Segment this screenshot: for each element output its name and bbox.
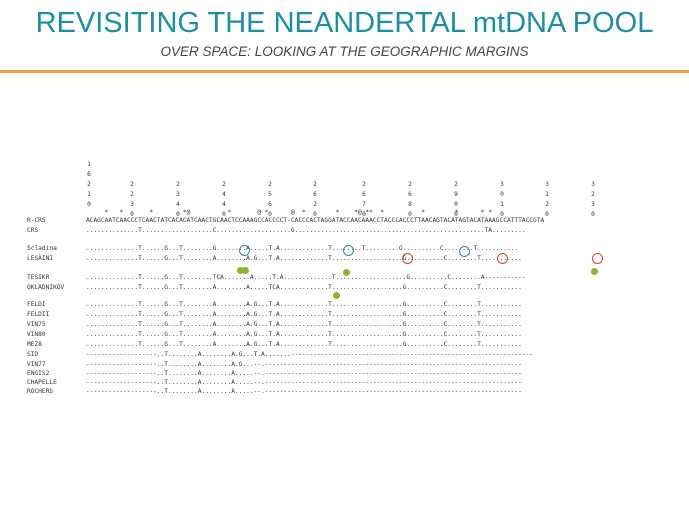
- green-dot-marker: [237, 267, 244, 274]
- sequence-row: ..............T......G...T........A.....…: [86, 311, 522, 318]
- sequence-label: LESÀINI: [27, 255, 54, 262]
- sequence-label: CHAPELLE: [27, 379, 57, 386]
- sequence-label: ENGIS2: [27, 370, 50, 377]
- reference-sequence: ACAGCAATCAACCCTCAACTATCACACATCAACTGCAACT…: [86, 217, 545, 224]
- green-dot-marker: [591, 268, 598, 275]
- sequence-label: Scladina: [27, 245, 57, 252]
- sequence-label: CRS: [27, 227, 39, 234]
- sequence-label: TESIKR: [27, 274, 50, 281]
- sequence-row: ..............T......G...T........A.....…: [86, 331, 522, 338]
- page-subtitle: OVER SPACE: LOOKING AT THE GEOGRAPHIC MA…: [160, 44, 529, 59]
- sequence-label: FELDI: [27, 301, 46, 308]
- blue-circle-marker: [239, 245, 250, 256]
- sequence-row: -------------------..T........A........A…: [86, 361, 522, 368]
- sequence-row: ..............T......G...T........A.....…: [86, 341, 522, 348]
- sequence-row: -------------------..T........A........A…: [86, 379, 522, 386]
- sequence-row: ..............T......G...T........A.....…: [86, 284, 522, 291]
- sequence-label: FELDII: [27, 311, 50, 318]
- sequence-row: ..............T......G...T........A.....…: [86, 255, 522, 262]
- sequence-label: VIN77: [27, 361, 46, 368]
- title-divider: [0, 70, 689, 73]
- sequence-row: ..............T......G...T........G.....…: [86, 245, 519, 252]
- sequence-row: ..............T......G...T........TCA...…: [86, 274, 526, 281]
- sequence-label: SID: [27, 351, 39, 358]
- sequence-row: -------------------..T........A........A…: [86, 388, 522, 395]
- sequence-label: VIN75: [27, 321, 46, 328]
- sequence-row: ..............T...................C.....…: [86, 227, 526, 234]
- green-dot-marker: [333, 292, 340, 299]
- sequence-label: R-CRS: [27, 217, 46, 224]
- blue-circle-marker: [459, 246, 470, 257]
- sequence-row: ..............T......G...T........A.....…: [86, 301, 522, 308]
- red-circle-marker: [592, 253, 603, 264]
- variable-site-marks: * * * *@ * @ * @ * * *@ ** * * * * *: [86, 209, 493, 216]
- sequence-label: VIN80: [27, 331, 46, 338]
- green-dot-marker: [242, 267, 249, 274]
- sequence-label: OKLADNIKOV: [27, 284, 65, 291]
- sequence-row: -------------------..T........A........A…: [86, 351, 534, 358]
- red-circle-marker: [497, 253, 508, 264]
- sequence-row: ..............T......G...T........A.....…: [86, 321, 522, 328]
- sequence-label: MEZ8: [27, 341, 42, 348]
- red-circle-marker: [402, 253, 413, 264]
- page-title: REVISITING THE NEANDERTAL mtDNA POOL: [35, 7, 654, 39]
- green-dot-marker: [343, 269, 350, 276]
- sequence-label: ROCHERS: [27, 388, 54, 395]
- sequence-row: -------------------..T........A........A…: [86, 370, 522, 377]
- blue-circle-marker: [343, 245, 354, 256]
